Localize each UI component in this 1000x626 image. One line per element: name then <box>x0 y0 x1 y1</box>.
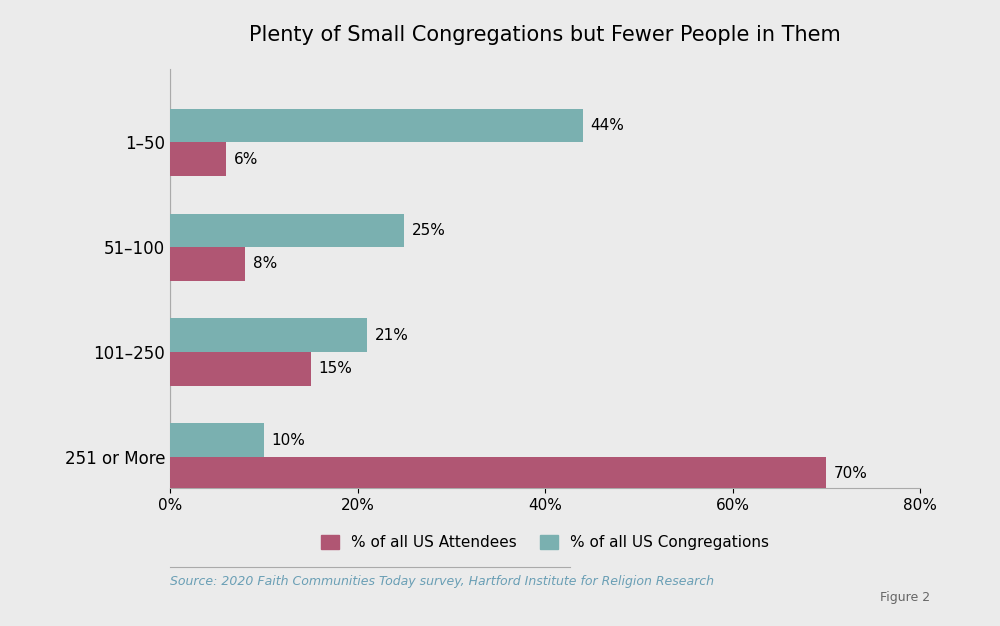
Text: 44%: 44% <box>590 118 624 133</box>
Legend: % of all US Attendees, % of all US Congregations: % of all US Attendees, % of all US Congr… <box>315 529 776 556</box>
Bar <box>170 423 264 457</box>
Bar <box>170 247 245 280</box>
Text: 10%: 10% <box>271 433 305 448</box>
Bar <box>170 319 367 352</box>
Text: 70%: 70% <box>834 466 868 481</box>
Text: 15%: 15% <box>318 361 352 376</box>
Bar <box>170 352 311 386</box>
Text: Source: 2020 Faith Communities Today survey, Hartford Institute for Religion Res: Source: 2020 Faith Communities Today sur… <box>170 575 714 588</box>
Bar <box>170 142 226 176</box>
Bar <box>170 457 826 490</box>
Text: 8%: 8% <box>252 257 277 272</box>
Text: 21%: 21% <box>374 327 408 342</box>
Title: Plenty of Small Congregations but Fewer People in Them: Plenty of Small Congregations but Fewer … <box>249 25 841 45</box>
Text: 25%: 25% <box>412 223 446 238</box>
Text: 6%: 6% <box>234 151 258 167</box>
Text: Figure 2: Figure 2 <box>880 591 930 604</box>
Bar <box>170 109 582 142</box>
Bar <box>170 213 404 247</box>
